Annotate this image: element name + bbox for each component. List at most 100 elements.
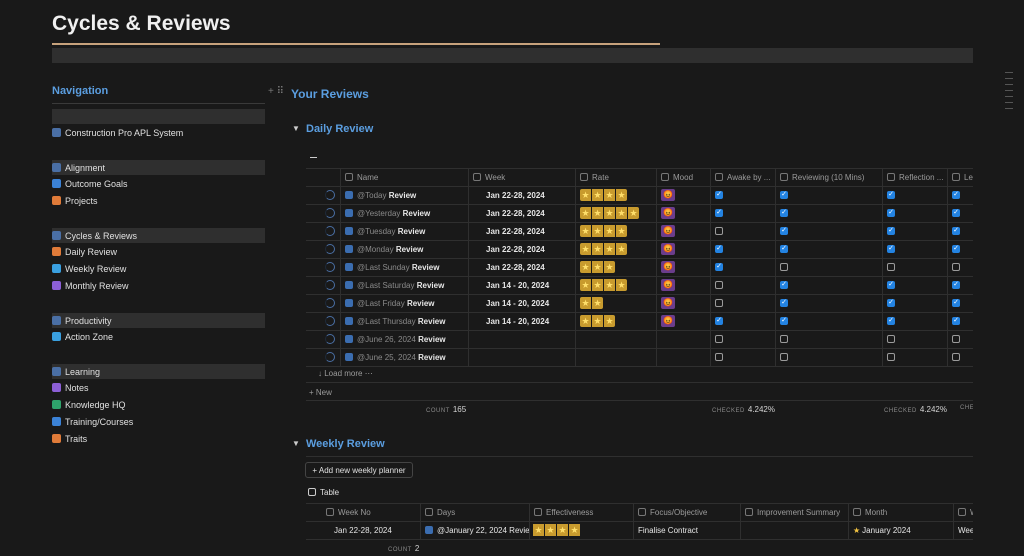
checkbox[interactable]: ✓ [887, 191, 895, 199]
icon [52, 434, 61, 443]
column-header[interactable]: Reflection ... [887, 173, 943, 182]
column-header[interactable]: Rate [580, 173, 609, 182]
toggle[interactable]: ▼ [292, 124, 300, 133]
checkbox[interactable] [715, 299, 723, 307]
nav-item[interactable]: Action Zone [52, 332, 113, 342]
name-cell[interactable]: @Last Sunday Review [345, 263, 439, 272]
add-icon[interactable]: + ⠿ [268, 86, 284, 97]
checkbox[interactable]: ✓ [887, 317, 895, 325]
checkbox[interactable]: ✓ [952, 299, 960, 307]
column-header[interactable]: W [958, 508, 973, 517]
name-cell[interactable]: @Tuesday Review [345, 227, 425, 236]
view-tab[interactable]: Table [308, 488, 339, 497]
column-header[interactable]: Le [952, 173, 973, 182]
checkbox[interactable]: ✓ [952, 281, 960, 289]
nav-heading[interactable]: Alignment [52, 163, 105, 173]
nav-item[interactable]: Construction Pro APL System [52, 128, 183, 138]
checkbox[interactable]: ✓ [780, 227, 788, 235]
nav-item[interactable]: Training/Courses [52, 417, 133, 427]
checkbox[interactable]: ✓ [887, 209, 895, 217]
add-button[interactable]: + Add new weekly planner [305, 462, 413, 478]
nav-heading[interactable]: Learning [52, 367, 100, 377]
nav-item[interactable]: Daily Review [52, 247, 117, 257]
checkbox[interactable] [715, 353, 723, 361]
checkbox[interactable]: ✓ [887, 281, 895, 289]
checkbox[interactable]: ✓ [715, 245, 723, 253]
checkbox[interactable]: ✓ [952, 227, 960, 235]
icon [52, 247, 61, 256]
nav-item[interactable]: Knowledge HQ [52, 400, 126, 410]
name-cell[interactable]: @June 25, 2024 Review [345, 353, 446, 362]
nav-item[interactable]: Monthly Review [52, 281, 129, 291]
checkbox[interactable] [952, 335, 960, 343]
load-more-label: Load more [324, 369, 363, 378]
checkbox[interactable]: ✓ [715, 317, 723, 325]
column-header[interactable]: Awake by ... [715, 173, 770, 182]
new-row[interactable]: + New [309, 388, 332, 397]
name-cell[interactable]: @Monday Review [345, 245, 423, 254]
nav-label: Notes [65, 383, 89, 393]
new-label: New [315, 388, 332, 397]
column-header[interactable]: Effectiveness [534, 508, 593, 517]
column-header[interactable]: Mood [661, 173, 693, 182]
section-title[interactable]: Daily Review [306, 123, 374, 135]
checkbox[interactable] [887, 263, 895, 271]
nav-item[interactable]: Traits [52, 434, 87, 444]
checkbox[interactable] [715, 335, 723, 343]
checkbox[interactable] [780, 263, 788, 271]
checkbox[interactable]: ✓ [952, 191, 960, 199]
checkbox[interactable]: ✓ [780, 191, 788, 199]
checkbox[interactable]: ✓ [715, 209, 723, 217]
name-cell[interactable]: @Last Thursday Review [345, 317, 445, 326]
checkbox[interactable]: ✓ [952, 245, 960, 253]
week-no-cell[interactable]: Jan 22-28, 2024 [334, 526, 392, 535]
nav-item[interactable]: Weekly Review [52, 264, 126, 274]
checkbox[interactable] [780, 353, 788, 361]
checkbox[interactable]: ✓ [887, 299, 895, 307]
name-cell[interactable]: @Yesterday Review [345, 209, 430, 218]
name-cell[interactable]: @June 26, 2024 Review [345, 335, 446, 344]
column-header[interactable]: Reviewing (10 Mins) [780, 173, 864, 182]
days-cell[interactable]: @January 22, 2024 Revie [425, 526, 529, 535]
name-cell[interactable]: @Today Review [345, 191, 416, 200]
checkbox[interactable]: ✓ [952, 209, 960, 217]
checkbox[interactable] [715, 281, 723, 289]
checkbox[interactable]: ✓ [780, 245, 788, 253]
checkbox[interactable]: ✓ [780, 299, 788, 307]
checkbox[interactable]: ✓ [715, 263, 723, 271]
checkbox[interactable] [887, 353, 895, 361]
name-cell[interactable]: @Last Friday Review [345, 299, 435, 308]
nav-heading[interactable]: Productivity [52, 316, 112, 326]
checkbox[interactable]: ✓ [952, 317, 960, 325]
checkbox[interactable]: ✓ [715, 191, 723, 199]
checkbox[interactable]: ✓ [780, 317, 788, 325]
column-header[interactable]: Week [473, 173, 505, 182]
checkbox[interactable]: ✓ [887, 227, 895, 235]
name-suffix: Review [402, 209, 431, 218]
checkbox[interactable]: ✓ [780, 209, 788, 217]
column-header[interactable]: Improvement Summary [745, 508, 840, 517]
checkbox[interactable] [887, 335, 895, 343]
load-more[interactable]: ↓ Load more ⋯ [318, 369, 373, 378]
column-header[interactable]: Days [425, 508, 455, 517]
column-header[interactable]: Name [345, 173, 378, 182]
nav-heading[interactable]: Cycles & Reviews [52, 231, 137, 241]
name-cell[interactable]: @Last Saturday Review [345, 281, 444, 290]
checkbox[interactable] [780, 335, 788, 343]
nav-item[interactable]: Projects [52, 196, 98, 206]
column-header[interactable]: Month [853, 508, 887, 517]
toggle[interactable]: ▼ [292, 439, 300, 448]
nav-item[interactable]: Notes [52, 383, 89, 393]
section-title[interactable]: Weekly Review [306, 438, 385, 450]
checkbox[interactable] [952, 353, 960, 361]
col-name: Effectiveness [546, 508, 594, 517]
nav-item[interactable]: Outcome Goals [52, 179, 128, 189]
column-header[interactable]: Focus/Objective [638, 508, 707, 517]
month-cell[interactable]: ★ January 2024 [853, 526, 911, 535]
week-cell: Jan 14 - 20, 2024 [486, 281, 550, 290]
column-header[interactable]: Week No [326, 508, 371, 517]
checkbox[interactable]: ✓ [887, 245, 895, 253]
checkbox[interactable] [952, 263, 960, 271]
checkbox[interactable]: ✓ [780, 281, 788, 289]
checkbox[interactable] [715, 227, 723, 235]
